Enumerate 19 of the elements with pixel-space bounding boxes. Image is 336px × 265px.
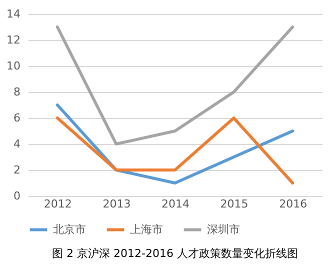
caption: 图 2 京沪深 2012-2016 人才政策数量变化折线图 — [52, 247, 298, 260]
y-tick-label: 0 — [14, 190, 20, 202]
y-tick-label: 10 — [6, 60, 20, 72]
y-tick-label: 6 — [14, 112, 20, 124]
legend-label: 北京市 — [53, 222, 86, 236]
y-tick-label: 2 — [14, 164, 20, 176]
legend-label: 深圳市 — [207, 222, 240, 236]
x-tick-label: 2016 — [279, 198, 308, 210]
x-tick-label: 2012 — [44, 198, 72, 210]
y-tick-label: 14 — [6, 8, 20, 20]
y-tick-label: 4 — [14, 138, 20, 150]
y-tick-label: 12 — [6, 34, 20, 46]
x-tick-label: 2013 — [102, 198, 131, 210]
line-series — [56, 104, 294, 184]
line-series — [56, 26, 294, 146]
x-tick-label: 2015 — [220, 198, 248, 210]
y-tick-label: 8 — [14, 86, 20, 98]
x-tick-label: 2014 — [162, 198, 190, 210]
legend-label: 上海市 — [130, 222, 163, 236]
